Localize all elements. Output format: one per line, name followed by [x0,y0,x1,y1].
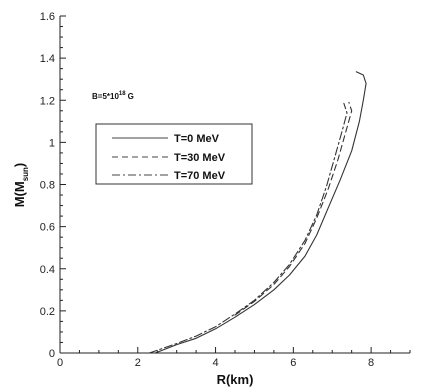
y-tick-label: 0.4 [40,264,55,276]
y-tick-label: 0.6 [40,222,55,234]
legend-label-t70: T=70 MeV [174,170,226,182]
y-tick-label: 1.6 [40,11,55,23]
x-tick-label: 8 [368,357,374,369]
x-tick-label: 6 [290,357,296,369]
axis-tick-labels: 0 2 4 6 8 0 0.2 0.4 0.6 0.8 1 1.2 1.4 1.6 [40,11,374,369]
y-tick-label: 1 [49,137,55,149]
x-tick-label: 0 [57,357,63,369]
x-axis-title: R(km) [217,372,254,387]
y-tick-label: 0 [49,348,55,360]
y-tick-label: 1.2 [40,95,55,107]
y-axis-title: M(Msun) [12,163,30,208]
legend-box [95,123,253,185]
series-line-t70 [148,102,348,354]
y-tick-label: 1.4 [40,53,55,65]
legend-label-t0: T=0 MeV [174,133,220,145]
series-line-t0 [154,71,367,354]
magnetic-field-annotation: B=5*1018 G [92,91,134,101]
legend-label-t30: T=30 MeV [174,152,226,164]
x-tick-label: 2 [135,357,141,369]
series-line-t30 [234,101,353,316]
legend: T=0 MeV T=30 MeV T=70 MeV [95,123,253,185]
series-layer [148,71,367,354]
y-tick-label: 0.2 [40,306,55,318]
x-tick-label: 4 [212,357,218,369]
y-tick-label: 0.8 [40,180,55,192]
